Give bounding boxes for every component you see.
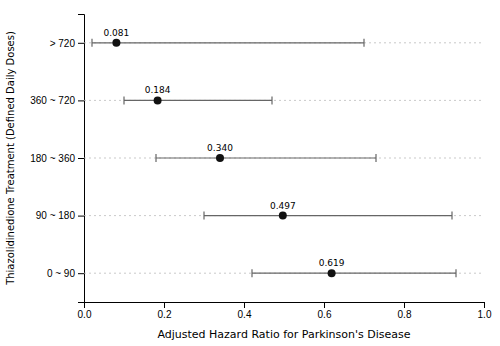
x-tick-label: 1.0: [478, 309, 492, 320]
y-axis-line: [78, 15, 85, 303]
point-estimate: [328, 269, 336, 277]
y-tick-mark: [78, 43, 84, 44]
point-estimate: [112, 39, 120, 47]
y-tick-label: > 720: [50, 38, 76, 49]
data-label: 0.184: [145, 85, 171, 95]
error-cap-low: [203, 212, 204, 220]
data-labels: 0.081 0.184 0.340 0.497 0.619: [104, 28, 345, 268]
x-tick-mark: [404, 302, 405, 308]
y-tick-mark: [78, 158, 84, 159]
error-cap-high: [455, 269, 456, 277]
chart: 0.0 0.2 0.4 0.6 0.8 1.0 > 720 360 ~ 720 180 ~ 36…: [0, 0, 500, 346]
y-tick-mark: [78, 100, 84, 101]
error-cap-low: [251, 269, 252, 277]
y-tick-mark: [78, 273, 84, 274]
x-tick: 0.4: [238, 302, 252, 320]
y-tick: 90 ~ 180: [36, 210, 84, 221]
y-tick: 0 ~ 90: [47, 268, 84, 279]
error-cap-high: [363, 39, 364, 47]
marks: [92, 39, 456, 277]
x-tick: 0.2: [158, 302, 172, 320]
x-axis-title: Adjusted Hazard Ratio for Parkinson's Di…: [157, 328, 410, 341]
error-cap-high: [375, 154, 376, 162]
x-axis-line: [85, 303, 485, 309]
data-label: 0.619: [319, 258, 345, 268]
grid-line: [84, 42, 484, 43]
x-tick-mark: [244, 302, 245, 308]
point-estimate: [154, 96, 162, 104]
x-tick: 0.6: [318, 302, 332, 320]
x-tick-label: 0.8: [398, 309, 412, 320]
x-tick-label: 0.0: [78, 309, 92, 320]
grid-line: [84, 273, 484, 274]
grid: [84, 43, 484, 273]
y-tick: > 720: [50, 38, 84, 49]
error-cap-low: [91, 39, 92, 47]
y-tick: 180 ~ 360: [30, 153, 84, 164]
data-label: 0.340: [207, 143, 233, 153]
error-cap-high: [271, 96, 272, 104]
x-tick-label: 0.2: [158, 309, 172, 320]
x-tick: 0.8: [398, 302, 412, 320]
error-bar: [92, 42, 364, 43]
error-bar: [156, 157, 376, 158]
error-cap-high: [451, 212, 452, 220]
y-axis-title: Thiazolidinedione Treatment (Defined Dai…: [5, 31, 16, 286]
x-tick-mark: [324, 302, 325, 308]
grid-line: [84, 158, 484, 159]
error-bar: [252, 273, 456, 274]
x-tick-mark: [164, 302, 165, 308]
error-bar: [204, 215, 452, 216]
point-estimate: [216, 154, 224, 162]
y-tick-label: 180 ~ 360: [30, 153, 75, 164]
y-tick-mark: [78, 216, 84, 217]
y-axis: > 720 360 ~ 720 180 ~ 360 90 ~ 180 0 ~ 90: [30, 15, 84, 303]
data-label: 0.497: [270, 201, 296, 211]
data-label: 0.081: [104, 28, 130, 38]
x-tick-label: 0.4: [238, 309, 252, 320]
y-tick-label: 0 ~ 90: [47, 268, 76, 279]
y-tick: 360 ~ 720: [30, 95, 84, 106]
error-cap-low: [155, 154, 156, 162]
x-tick-label: 0.6: [318, 309, 332, 320]
x-axis: 0.0 0.2 0.4 0.6 0.8 1.0: [78, 302, 492, 320]
y-tick-label: 360 ~ 720: [30, 95, 75, 106]
error-bar: [124, 100, 272, 101]
x-tick: 0.0: [78, 302, 92, 320]
error-cap-low: [123, 96, 124, 104]
grid-line: [84, 100, 484, 101]
x-tick: 1.0: [478, 302, 492, 320]
x-tick-mark: [484, 302, 485, 308]
point-estimate: [279, 212, 287, 220]
plot: 0.0 0.2 0.4 0.6 0.8 1.0 > 720 360 ~ 720 180 ~ 36…: [30, 15, 492, 321]
y-tick-label: 90 ~ 180: [36, 210, 76, 221]
